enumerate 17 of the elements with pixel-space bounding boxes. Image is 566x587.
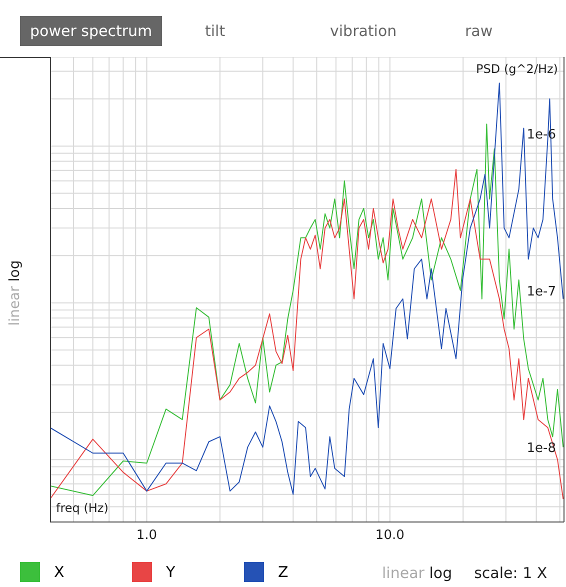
legend-label: Y (166, 563, 176, 581)
y-tick-label: 1e-7 (526, 284, 556, 300)
text: vibration (329, 21, 398, 42)
x-axis-title: freq (Hz) (56, 501, 108, 515)
text: power spectrum (20, 16, 162, 46)
text: scale: 1 X (474, 564, 548, 582)
text: linear (7, 286, 23, 326)
legend-label: X (54, 563, 64, 581)
legend-label: Z (278, 563, 288, 581)
text: tilt (204, 21, 226, 42)
x-tick-label: 1.0 (136, 528, 158, 544)
text: log (7, 260, 23, 282)
text: log (429, 564, 452, 582)
text: raw (464, 21, 494, 42)
text: linear (382, 564, 424, 582)
x-tick-label: 10.0 (375, 528, 404, 544)
y-axis-title: PSD (g^2/Hz) (476, 62, 558, 76)
